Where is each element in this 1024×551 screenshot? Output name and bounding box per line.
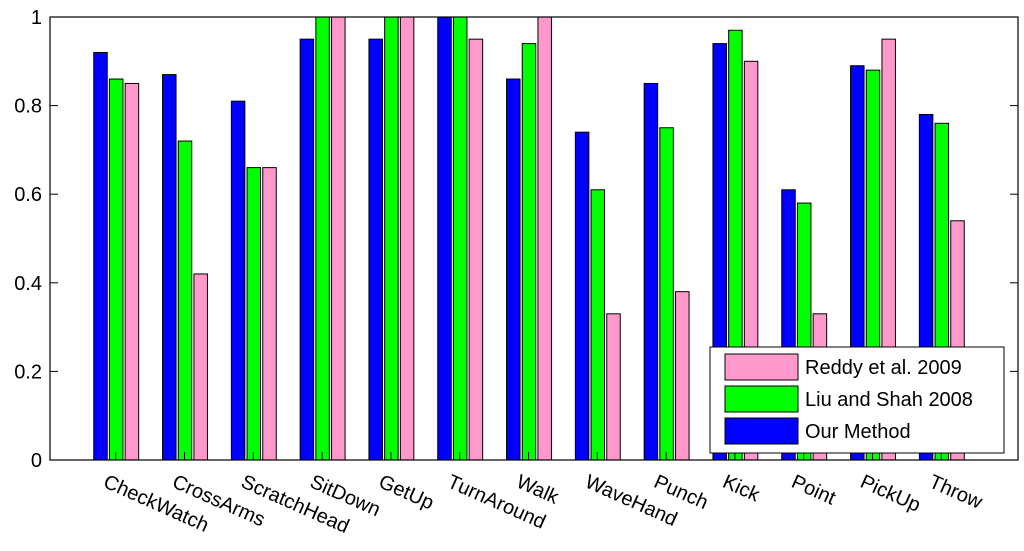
- bar-our-method-punch: [643, 82, 659, 461]
- y-axis: 0 0.2 0.4 0.6 0.8 1: [14, 7, 1018, 472]
- bar-liu-and-shah-2008-scratchhead: [246, 167, 262, 461]
- x-tick-label-kick: Kick: [719, 471, 763, 507]
- bar-our-method-crossarms: [162, 74, 177, 461]
- x-tick-label-pickup: PickUp: [857, 471, 924, 517]
- bar-liu-and-shah-2008-getup: [384, 16, 399, 461]
- legend-swatch-reddy-et-al-2009: [724, 353, 799, 381]
- bar-liu-and-shah-2008-crossarms: [177, 140, 193, 461]
- bar-reddy-et-al-2009-crossarms: [193, 273, 208, 461]
- bar-liu-and-shah-2008-walk: [521, 43, 537, 461]
- bar-our-method-wavehand: [574, 131, 590, 461]
- plot-frame: [49, 16, 1019, 461]
- bar-liu-and-shah-2008-sitdown: [315, 16, 330, 461]
- legend-label-our-method: Our Method: [805, 421, 911, 443]
- bar-reddy-et-al-2009-walk: [537, 16, 552, 461]
- y-tick-label: 0: [31, 450, 42, 472]
- bar-liu-and-shah-2008-turnaround: [452, 16, 468, 461]
- legend-label-liu-and-shah-2008: Liu and Shah 2008: [805, 389, 973, 411]
- x-tick-label-throw: Throw: [926, 471, 986, 514]
- bar-reddy-et-al-2009-wavehand: [606, 313, 621, 461]
- bar-our-method-sitdown: [299, 38, 315, 461]
- bar-our-method-turnaround: [437, 16, 452, 461]
- bar-our-method-walk: [506, 78, 521, 461]
- bar-reddy-et-al-2009-getup: [399, 16, 415, 461]
- legend-swatch-liu-and-shah-2008: [724, 385, 799, 413]
- bar-reddy-et-al-2009-punch: [675, 291, 690, 461]
- legend-label-reddy-et-al-2009: Reddy et al. 2009: [805, 357, 962, 379]
- bar-reddy-et-al-2009-scratchhead: [262, 167, 277, 461]
- bar-reddy-et-al-2009-checkwatch: [124, 82, 140, 461]
- legend: Reddy et al. 2009 Liu and Shah 2008 Our Me…: [709, 346, 1005, 454]
- x-axis: CheckWatchCrossArmsScratchHeadSitDownGet…: [100, 452, 986, 538]
- bar-reddy-et-al-2009-sitdown: [331, 16, 346, 461]
- bar-reddy-et-al-2009-turnaround: [468, 38, 484, 461]
- legend-swatch-our-method: [724, 417, 799, 445]
- bar-liu-and-shah-2008-checkwatch: [108, 78, 124, 461]
- y-tick-label: 0.6: [14, 184, 42, 206]
- y-tick-label: 1: [31, 7, 42, 29]
- x-tick-label-getup: GetUp: [375, 471, 437, 515]
- y-tick-label: 0.2: [14, 361, 42, 383]
- bar-our-method-getup: [368, 38, 383, 461]
- bar-our-method-checkwatch: [93, 51, 108, 461]
- bar-our-method-scratchhead: [230, 100, 246, 461]
- bar-liu-and-shah-2008-punch: [659, 127, 674, 461]
- y-tick-label: 0.4: [14, 273, 42, 295]
- y-tick-label: 0.8: [14, 96, 42, 118]
- x-tick-label-point: Point: [788, 471, 839, 510]
- bar-liu-and-shah-2008-wavehand: [590, 189, 606, 461]
